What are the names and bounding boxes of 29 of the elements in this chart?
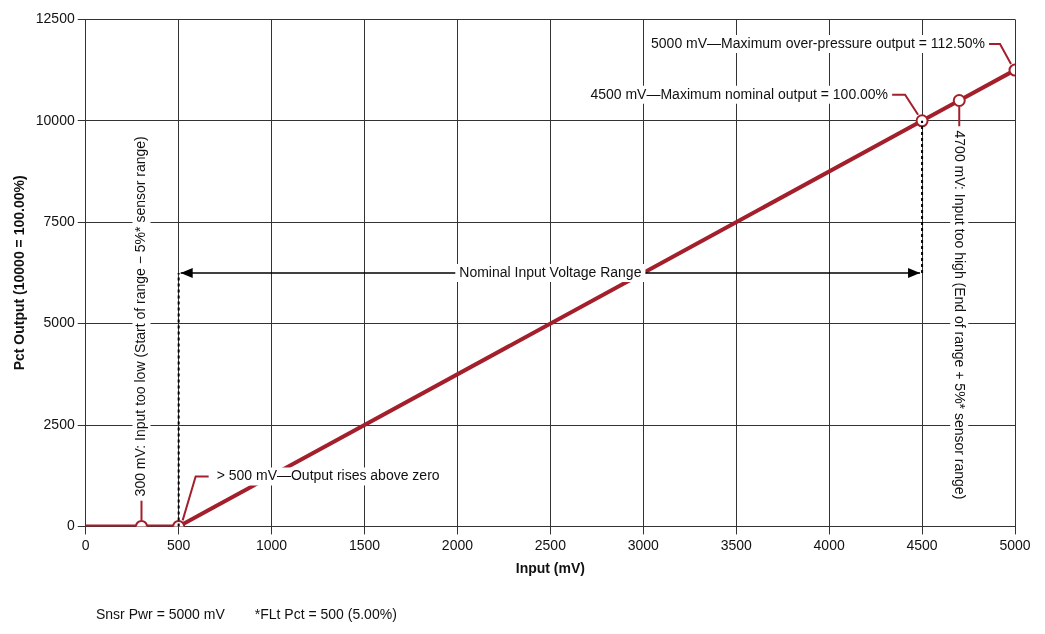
y-axis-title: Pct Output (10000 = 100.00%) — [11, 175, 28, 371]
x-tick-label: 3500 — [720, 536, 752, 553]
text: Snsr Pwr = 5000 mV — [96, 606, 225, 622]
x-axis-title: Input (mV) — [515, 560, 585, 577]
annotation: 5000 mV—Maximum over-pressure output = 112.50% — [651, 34, 986, 51]
x-tick-label: 5000 — [999, 536, 1031, 553]
x-tick-label: 0 — [81, 536, 90, 553]
annotation: 4500 mV—Maximum nominal output = 100.00% — [590, 85, 889, 102]
y-tick-label: 12500 — [35, 10, 75, 27]
point — [915, 114, 929, 128]
y-tick-label: 2500 — [43, 415, 75, 432]
annotation: 4700 mV: Input too high (End of range + 5%* sensor range) — [952, 130, 969, 500]
x-tick-label: 2000 — [441, 536, 474, 553]
point — [952, 94, 966, 108]
x-tick-label: 2500 — [534, 536, 567, 553]
y-tick-label: 0 — [66, 517, 75, 534]
x-tick-label: 1500 — [348, 536, 381, 553]
annotation: 300 mV: Input too low (Start of range − 5%* sensor range) — [132, 136, 149, 497]
x-tick-label: 1000 — [256, 536, 288, 553]
x-tick-label: 4500 — [906, 536, 938, 553]
y-tick-label: 5000 — [43, 314, 75, 331]
x-tick-label: 4000 — [813, 536, 845, 553]
annotation: > 500 mV—Output rises above zero — [216, 467, 440, 484]
x-tick-label: 3000 — [627, 536, 660, 553]
text: *FLt Pct = 500 (5.00%) — [254, 606, 397, 622]
y-tick-label: 7500 — [43, 213, 75, 230]
x-tick-label: 500 — [166, 536, 191, 553]
y-tick-label: 10000 — [35, 111, 75, 128]
annotation: Nominal Input Voltage Range — [459, 263, 642, 280]
